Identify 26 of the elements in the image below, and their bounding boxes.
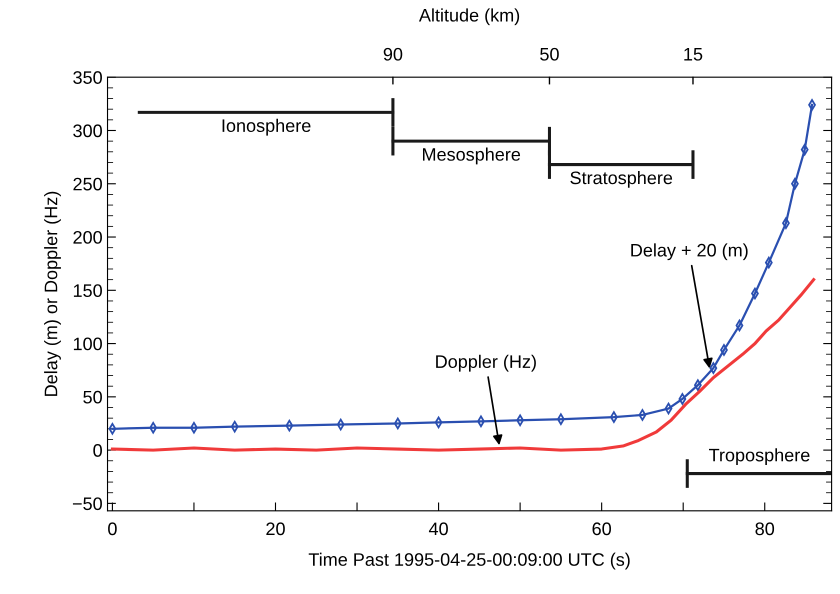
text: 15	[684, 48, 702, 61]
series-label: Stratosphere	[570, 170, 672, 188]
annotation: Doppler (Hz)	[436, 354, 536, 372]
y-tick-label: 300	[73, 124, 102, 138]
legend-label: Mesosphere	[422, 148, 520, 164]
annotation: Delay + 20 (m)	[631, 243, 748, 260]
x-tick-label: 60	[592, 522, 611, 536]
y-tick-label: 250	[73, 178, 102, 190]
y-tick-label: −50	[72, 497, 102, 510]
y-tick-label: 200	[73, 230, 102, 244]
series-label: Ionosphere	[222, 118, 310, 136]
y-tick-label: 350	[73, 71, 102, 84]
text: 50	[540, 48, 559, 61]
x-axis-title: Time Past 1995-04-25-00:09:00 UTC (s)	[308, 552, 630, 570]
y-tick-label: 150	[74, 284, 102, 298]
y-tick-label: 0	[93, 444, 102, 457]
text: Altitude (km)	[418, 8, 520, 26]
text: 90	[384, 48, 402, 61]
y-tick-label: 50	[83, 390, 102, 404]
x-tick-label: 20	[266, 522, 285, 536]
y-axis-title: Delay (m) or Doppler (Hz)	[44, 192, 61, 396]
x-tick-label: 0	[108, 522, 117, 536]
x-tick-label: 40	[428, 522, 448, 536]
x-tick-label: 80	[755, 522, 774, 536]
series-label: Troposphere	[709, 448, 810, 466]
y-tick-label: 100	[74, 338, 102, 350]
